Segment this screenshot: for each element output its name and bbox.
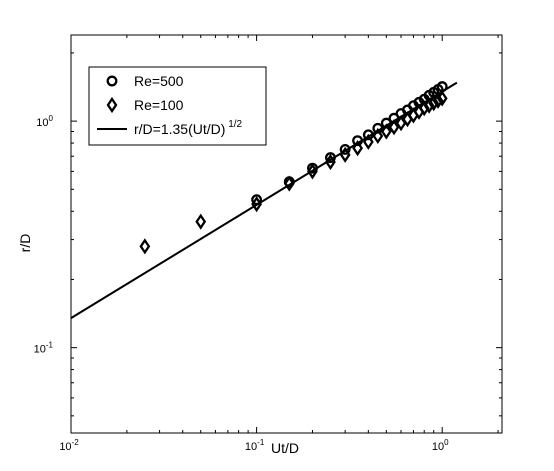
data-point-diamond	[428, 95, 440, 112]
data-point-diamond	[325, 153, 336, 171]
data-point-diamond	[372, 127, 384, 145]
data-point-diamond	[352, 140, 363, 157]
legend-marker-circle	[106, 75, 118, 87]
data-point-diamond	[388, 119, 400, 136]
y-tick-exponent: -1	[46, 341, 54, 350]
legend-label: Re=100	[134, 97, 184, 113]
y-tick-exponent: 0	[49, 114, 54, 123]
data-point-diamond	[195, 213, 207, 230]
data-point-diamond	[432, 92, 444, 109]
legend-marker-diamond	[106, 96, 118, 114]
x-tick-exponent: -1	[257, 438, 265, 447]
series-line	[70, 81, 458, 319]
plot-area	[70, 81, 458, 319]
data-point-diamond	[380, 123, 392, 140]
legend-label-superscript: 1/2	[225, 119, 242, 130]
data-point-diamond	[362, 133, 374, 150]
legend-label: r/D=1.35(Ut/D) 1/2	[134, 119, 243, 137]
y-axis-label: r/D	[17, 234, 33, 253]
data-point-circle	[339, 143, 351, 155]
x-tick-exponent: 0	[444, 438, 449, 447]
data-point-diamond	[423, 97, 435, 114]
data-point-diamond	[139, 238, 151, 255]
data-point-diamond	[436, 90, 448, 107]
plot-frame	[70, 34, 503, 434]
fit-line	[70, 81, 458, 319]
data-point-diamond	[418, 100, 430, 117]
legend: Re=500 Re=100 r/D=1.35(Ut/D) 1/2	[88, 66, 267, 146]
series-diamond	[139, 90, 448, 255]
legend-box	[88, 66, 267, 146]
data-point-diamond	[283, 175, 295, 192]
legend-label: Re=500	[134, 73, 184, 89]
x-tick-exponent: -2	[72, 438, 80, 447]
x-axis-label: Ut/D	[271, 440, 299, 456]
